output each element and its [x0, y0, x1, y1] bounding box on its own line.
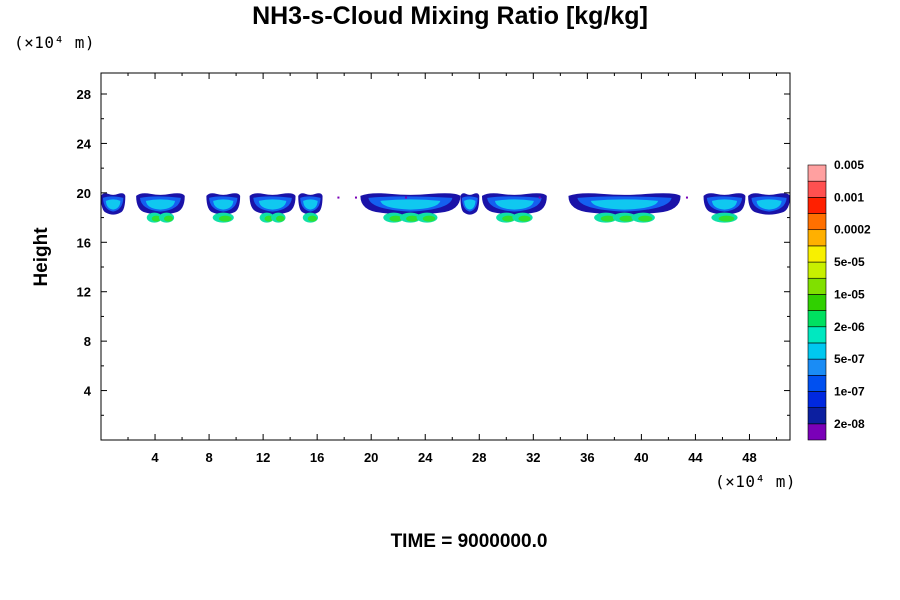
colorbar-label: 1e-05: [834, 287, 865, 301]
cloud-dot: [337, 196, 340, 199]
cloud-core-peak: [389, 215, 402, 222]
cloud-core-peak: [151, 215, 161, 222]
cloud-dot: [354, 196, 357, 199]
cloud: [748, 193, 790, 215]
cloud-field: [101, 193, 790, 223]
cloud-core-peak: [638, 215, 653, 222]
y-tick-label: 4: [84, 384, 92, 399]
y-axis: 4 8 12 16 20 24 28: [77, 87, 790, 416]
x-tick-label: 48: [742, 450, 756, 465]
y-axis-unit: (×10⁴ m): [14, 33, 96, 52]
colorbar-swatch: [807, 261, 827, 279]
x-tick-label: 12: [256, 450, 270, 465]
colorbar-swatch: [807, 391, 827, 408]
cloud-dot: [538, 196, 541, 199]
cloud-inner: [711, 199, 738, 210]
cloud-core-peak: [600, 215, 615, 222]
x-tick-label: 32: [526, 450, 540, 465]
time-label: TIME = 9000000.0: [390, 531, 548, 552]
x-tick-label: 8: [205, 450, 212, 465]
plot-frame: [100, 72, 791, 441]
cloud-core-peak: [518, 215, 531, 222]
cloud-core-peak: [218, 215, 232, 222]
cloud-dot: [404, 196, 407, 199]
colorbar-swatch: [807, 407, 827, 425]
cloud: [481, 193, 547, 223]
cloud-inner: [145, 199, 176, 210]
colorbar-swatch: [807, 358, 827, 376]
y-tick-label: 20: [77, 186, 91, 201]
cloud: [703, 193, 746, 223]
colorbar-label: 0.005: [834, 158, 864, 172]
x-tick-label: 36: [580, 450, 594, 465]
cloud-inner: [303, 199, 318, 210]
y-tick-label: 12: [77, 285, 91, 300]
cloud-core-peak: [264, 215, 274, 222]
colorbar-swatch: [807, 374, 827, 392]
cloud: [101, 193, 126, 215]
colorbar-swatch: [807, 342, 827, 360]
x-tick-label: 24: [418, 450, 433, 465]
cloud: [360, 193, 461, 223]
cloud-core-peak: [619, 215, 634, 222]
colorbar-label: 2e-06: [834, 320, 865, 334]
cloud-core-peak: [307, 215, 317, 222]
colorbar-swatch: [807, 197, 827, 214]
colorbar-swatch: [807, 294, 827, 311]
cloud-core-peak: [406, 215, 419, 222]
x-axis: 4 8 12 16 20 24 28 32 36 40 44 48: [127, 73, 777, 465]
cloud-core-peak: [718, 215, 735, 222]
cloud-inner: [464, 199, 476, 210]
x-tick-label: 20: [364, 450, 378, 465]
colorbar-swatch: [807, 229, 827, 247]
cloud-inner: [213, 199, 234, 210]
x-tick-label: 44: [688, 450, 703, 465]
x-tick-label: 16: [310, 450, 324, 465]
colorbar-label: 5e-05: [834, 255, 865, 269]
x-tick-label: 28: [472, 450, 486, 465]
cloud-inner: [494, 199, 534, 210]
cloud: [298, 193, 323, 223]
colorbar-swatch: [807, 180, 827, 198]
x-tick-label: 40: [634, 450, 648, 465]
x-axis-unit: (×10⁴ m): [715, 472, 797, 491]
x-tick-label: 4: [151, 450, 159, 465]
colorbar: 2e-08 1e-07 5e-07 2e-06 1e-05 5e-05 0.0002 0.00…: [807, 158, 871, 441]
cloud-core-peak: [163, 215, 174, 222]
cloud-core-peak: [276, 215, 285, 222]
colorbar-swatch: [807, 213, 827, 231]
y-tick-label: 28: [77, 87, 91, 102]
colorbar-label: 2e-08: [834, 417, 865, 431]
colorbar-label: 0.001: [834, 190, 864, 204]
colorbar-swatch: [807, 245, 827, 263]
colorbar-swatch: [807, 326, 827, 344]
cloud: [206, 193, 241, 223]
cloud: [249, 193, 296, 223]
colorbar-swatch: [807, 164, 827, 182]
cloud-inner: [590, 199, 659, 210]
colorbar-swatch: [807, 423, 827, 441]
cloud-inner: [105, 199, 121, 210]
cloud-core-peak: [502, 215, 515, 222]
y-tick-label: 16: [77, 235, 91, 250]
colorbar-swatch: [807, 277, 827, 295]
colorbar-label: 5e-07: [834, 352, 865, 366]
colorbar-swatch: [807, 310, 827, 328]
cloud: [460, 193, 480, 215]
cloud-dot: [685, 196, 688, 199]
cloud-inner: [258, 199, 287, 210]
colorbar-label: 1e-07: [834, 384, 865, 398]
y-tick-label: 24: [77, 136, 92, 151]
chart-title: NH3-s-Cloud Mixing Ratio [kg/kg]: [252, 2, 648, 30]
cloud-inner: [380, 199, 441, 210]
y-tick-label: 8: [84, 334, 91, 349]
cloud: [136, 193, 185, 223]
colorbar-label: 0.0002: [834, 223, 871, 237]
cloud: [568, 193, 681, 223]
cloud-inner: [756, 199, 782, 210]
cloud-core-peak: [422, 215, 436, 222]
